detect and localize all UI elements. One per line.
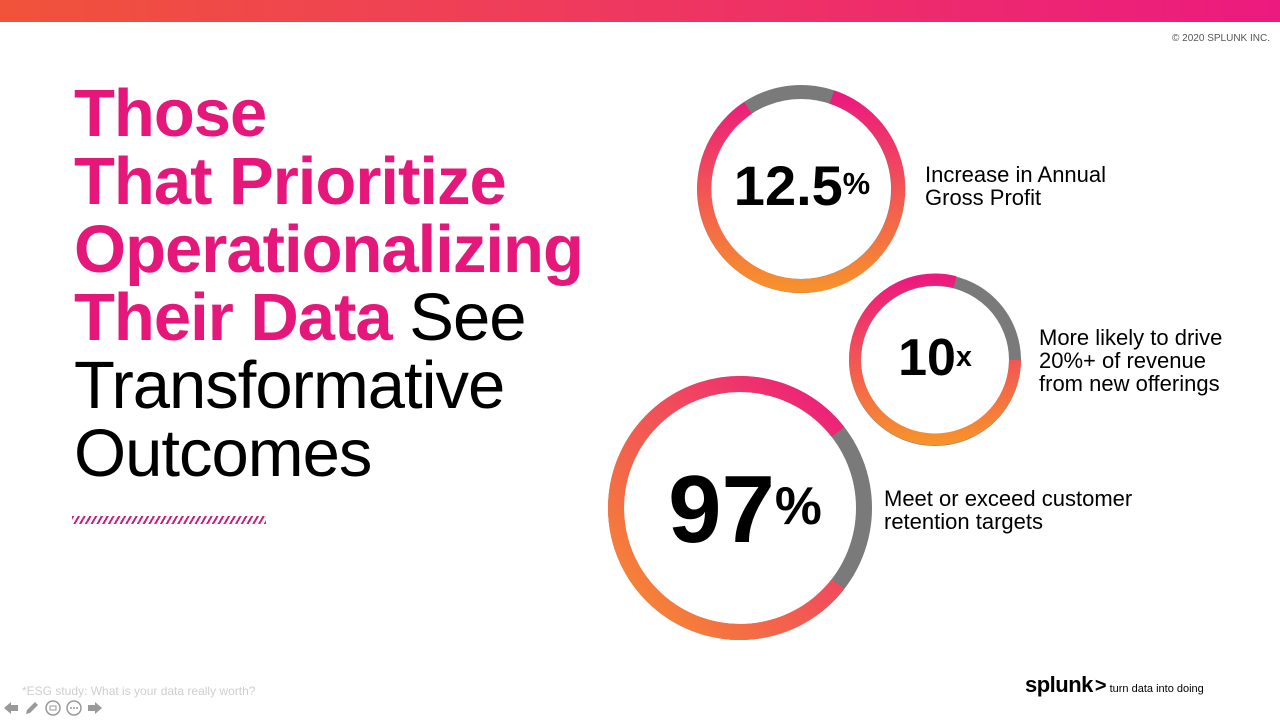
slides-icon[interactable] <box>44 699 62 717</box>
stat-1-description: Increase in Annual Gross Profit <box>925 162 1107 210</box>
footnote: *ESG study: What is your data really wor… <box>22 684 256 698</box>
stat-ring-3 <box>608 376 872 640</box>
splunk-logo: splunk > turn data into doing <box>1025 672 1204 698</box>
headline: Those That Prioritize Operationalizing T… <box>74 80 674 488</box>
headline-line-6: Outcomes <box>74 416 372 491</box>
stat-3-description: Meet or exceed customer retention targets <box>884 486 1133 534</box>
pen-icon[interactable] <box>23 699 41 717</box>
logo-tagline: turn data into doing <box>1109 683 1204 695</box>
slideshow-controls <box>2 699 104 717</box>
headline-line-2: That Prioritize <box>74 144 507 219</box>
stat-1-value: 12.5% <box>733 154 871 217</box>
next-arrow-icon[interactable] <box>86 699 104 717</box>
stat-ring-2 <box>849 273 1021 446</box>
hatch-divider <box>72 516 266 524</box>
headline-line-1: Those <box>74 76 267 151</box>
more-icon[interactable] <box>65 699 83 717</box>
stat-2-value: 10x <box>898 329 972 387</box>
headline-line-5: Transformative <box>74 348 505 423</box>
headline-line-4-highlight: Their Data <box>74 280 393 355</box>
logo-chevron: > <box>1094 675 1107 697</box>
logo-brand: splunk <box>1025 672 1093 697</box>
top-gradient-bar <box>0 0 1280 22</box>
stat-2-description: More likely to drive 20%+ of revenue from … <box>1039 325 1223 396</box>
copyright-notice: © 2020 SPLUNK INC. <box>1172 33 1270 44</box>
stat-ring-1 <box>697 85 906 293</box>
headline-line-4-plain: See <box>391 280 526 355</box>
headline-line-3: Operationalizing <box>74 212 584 287</box>
prev-arrow-icon[interactable] <box>2 699 20 717</box>
stat-3-value: 97% <box>668 456 822 563</box>
headline-line-4: Their Data See <box>74 284 674 352</box>
